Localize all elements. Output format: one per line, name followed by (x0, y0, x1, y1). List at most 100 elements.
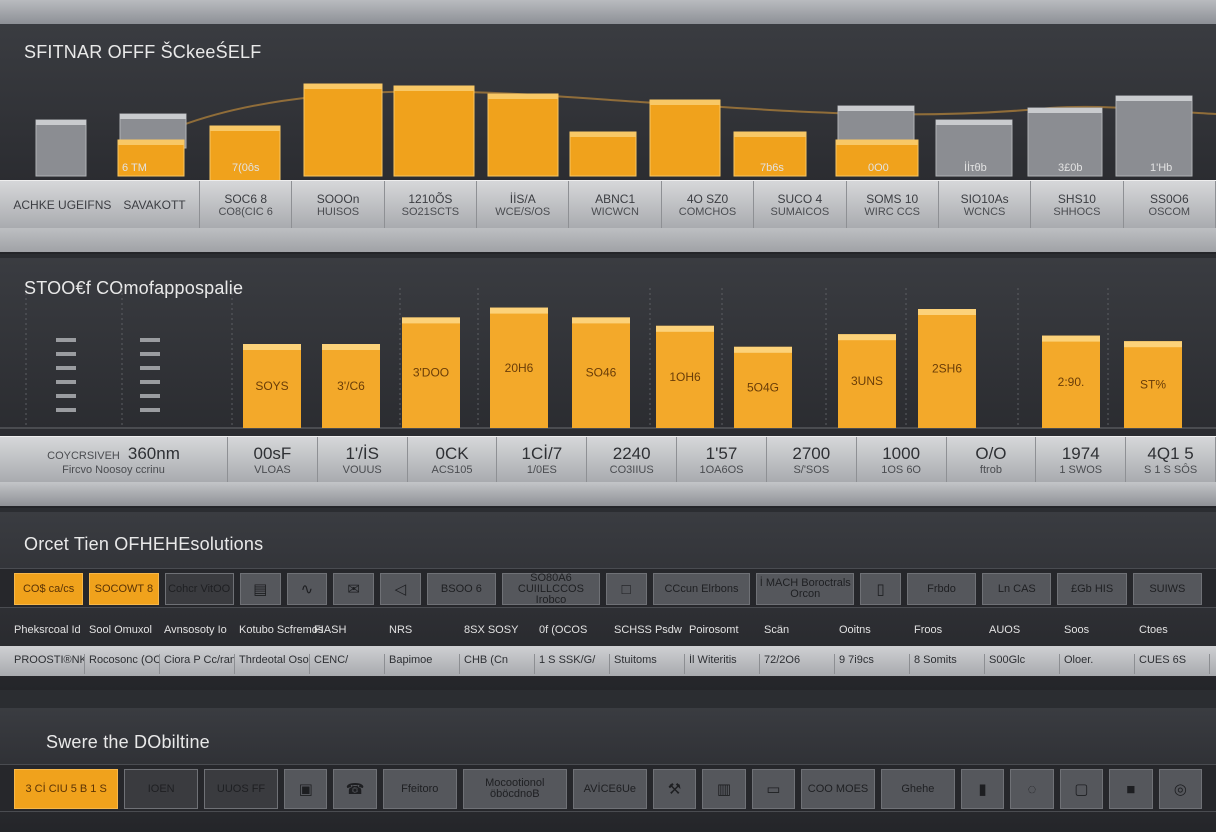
bar-top (1124, 341, 1182, 348)
bar-group: 3'/C6 (322, 344, 380, 428)
megaphone-tab[interactable]: ◁ (380, 573, 421, 605)
tools-tab[interactable]: ⚒ (652, 769, 697, 809)
tab-label: Ln CAS (997, 582, 1036, 595)
bar (656, 325, 714, 428)
chart-panel: STOO€f COmofappospalie SOYS 3'/C6 3'DOO 20H… (0, 258, 1216, 508)
strip-cell-caption: OSCOM (1148, 205, 1191, 218)
bar (490, 307, 548, 428)
bar-group: SOYS (243, 344, 301, 428)
detail-cell: Bapimoe (389, 654, 460, 674)
solution-tab-row: CO$ ca/cs SOCOWT 8 Cohcr VitOO ▤ ∿ ✉ ◁ BSOO 6 SO… (0, 568, 1216, 608)
top-below-labels: 6 TM 7(0ôs 7b6s 0O0 İİτθb 3£0b 1'Hb (0, 158, 1216, 180)
book-tab[interactable]: ▥ (702, 769, 746, 809)
price-box (935, 119, 1013, 177)
folder-tab[interactable]: ▣ (283, 769, 328, 809)
strip-cell: O/O ftrob (947, 437, 1037, 482)
strip-cell-value: SOMS 10 (866, 191, 919, 206)
strip-header-label: ACHKE UGEIFNS (13, 197, 112, 212)
tab-16[interactable]: SUIWS (1132, 573, 1202, 605)
tab-label: Ffeitoro (401, 782, 439, 795)
detail-cell: CUES 6S (1139, 654, 1210, 674)
tab-caption: SCHSS Psdw (614, 624, 682, 636)
legend-mark (56, 366, 76, 370)
tab-14[interactable]: Ln CAS (982, 573, 1052, 605)
price-box-highlight (1116, 96, 1192, 101)
sofa-tab[interactable]: ▭ (751, 769, 796, 809)
tab-1[interactable]: IOEN (124, 769, 199, 809)
tab-1[interactable]: SOCOWT 8 (89, 573, 159, 605)
circle-tab[interactable]: ◎ (1158, 769, 1202, 809)
detail-cell: CHB (Cn (464, 654, 535, 674)
solution-detail-row: PROOSTI®NKKRocosonc (OCESCiora P Cc/ran.… (0, 646, 1216, 676)
price-box (209, 125, 281, 183)
strip-cell-caption: WCE/S/OS (495, 205, 551, 218)
tab-12[interactable]: Ghehe (880, 769, 955, 809)
strip-cell-caption: VLOAS (254, 463, 291, 476)
message-tab[interactable]: ✉ (333, 573, 375, 605)
bar-top (572, 317, 630, 324)
tab-6[interactable]: Mocootionol öböcdnoB (462, 769, 567, 809)
tab-11[interactable]: İ MACH Boroctrals Orcon (756, 573, 855, 605)
tab-caption: Froos (914, 624, 943, 636)
tab-caption: Kotubo Scfremos (239, 624, 324, 636)
legend-mark (140, 352, 160, 356)
top-price-boxes (35, 83, 1216, 183)
strip-cell-caption: S 1 S SÔS (1143, 463, 1198, 476)
tab-0[interactable]: CO$ ca/cs (14, 573, 84, 605)
device-tab[interactable]: ▮ (960, 769, 1005, 809)
detail-cell: Thrdeotal Ososocans (239, 654, 310, 674)
strip-cell-caption: CO3IIUS (609, 463, 654, 476)
tab-10[interactable]: CCcun Elrbons (652, 573, 751, 605)
box-tab[interactable]: ■ (1109, 769, 1153, 809)
frame-tab[interactable]: ▢ (1059, 769, 1104, 809)
tab-caption: Poirosomt (689, 624, 739, 636)
bar (243, 344, 301, 428)
strip-cell-value: 4Q1 5 (1147, 443, 1194, 463)
bottle-tab[interactable]: ▯ (860, 573, 901, 605)
price-box-highlight (210, 126, 280, 131)
bottle-icon: ▯ (876, 580, 885, 598)
tab-8[interactable]: SO80A6 CUIILLCCOS Irobco (502, 572, 600, 605)
tab-7[interactable]: BSOO 6 (426, 573, 497, 605)
tab-2[interactable]: Cohcr VitOO (164, 573, 234, 605)
tab-7[interactable]: AVİCE6Ue (572, 769, 647, 809)
strip-cell-value: 1974 (1061, 443, 1100, 463)
detail-cell: 1 S SSK/G/ (539, 654, 610, 674)
phone-tab[interactable]: ☎ (333, 769, 377, 809)
strip-cell: 00sF VLOAS (228, 437, 318, 482)
tab-0[interactable]: 3 Cİ CIU 5 B 1 S (14, 769, 119, 809)
top-underline (0, 228, 1216, 252)
tab-2[interactable]: UUOS FF (204, 769, 278, 809)
strip-cell-caption: ACS105 (431, 463, 473, 476)
bar-top (734, 346, 792, 353)
bar-group: 2SH6 (918, 309, 976, 428)
phone-icon: ☎ (345, 780, 365, 798)
tab-label: COO MOES (807, 782, 869, 795)
price-box-highlight (488, 94, 558, 99)
strip-cell: 1210ÕS SO21SCTS (385, 181, 478, 228)
tab-15[interactable]: £Gb HIS (1057, 573, 1127, 605)
strip-cell-value: SOC6 8 (224, 191, 268, 206)
bar-chart: SOYS 3'/C6 3'DOO 20H6 SO46 1OH6 5O4G 3UNS 2SH6 2:… (0, 288, 1216, 429)
tab-label: Ghehe (901, 782, 935, 795)
chart-tab[interactable]: ▤ (239, 573, 281, 605)
document-tab[interactable]: □ (605, 573, 647, 605)
bar-top (322, 344, 380, 350)
strip-cell-caption: 1OS 6O (881, 463, 921, 476)
tab-label: £Gb HIS (1070, 582, 1114, 595)
pulse-tab[interactable]: ∿ (286, 573, 328, 605)
chart-icon: ▤ (253, 580, 268, 598)
strip-cell-value: 2700 (792, 443, 831, 463)
bottom-panel: Swere the DObiltine 3 Cİ CIU 5 B 1 S IOEN… (0, 708, 1216, 832)
tab-11[interactable]: COO MOES (801, 769, 875, 809)
legend-mark (140, 394, 160, 398)
mouse-tab[interactable]: ◌ (1010, 769, 1054, 809)
price-box-highlight (118, 140, 184, 145)
tab-13[interactable]: Frbdo (906, 573, 977, 605)
tab-5[interactable]: Ffeitoro (382, 769, 457, 809)
price-box (303, 83, 383, 177)
tab-caption: Scän (764, 624, 790, 636)
strip-cell: SS0O6 OSCOM (1124, 181, 1216, 228)
bar-data-label: 3'DOO (413, 366, 449, 380)
bar (918, 309, 976, 428)
